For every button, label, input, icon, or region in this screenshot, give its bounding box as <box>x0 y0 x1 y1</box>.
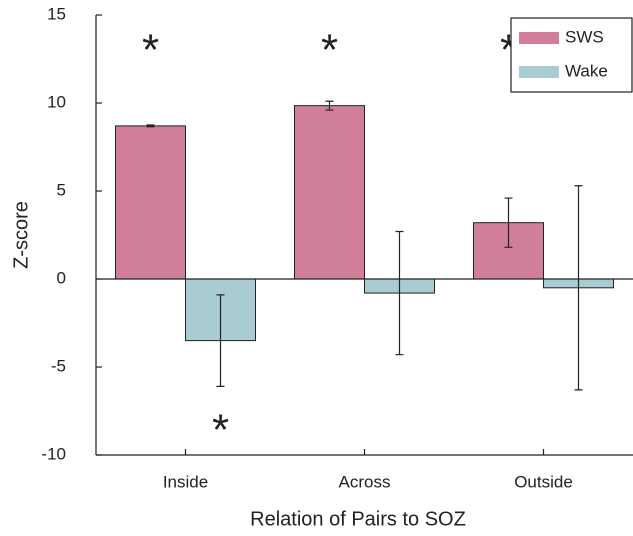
x-tick-label: Inside <box>163 472 208 491</box>
error-bar <box>504 197 513 248</box>
error-bar <box>216 294 225 387</box>
y-tick-label: 10 <box>47 92 66 111</box>
error-bar <box>395 230 404 356</box>
error-bar <box>146 124 155 128</box>
significance-marker: * <box>321 26 338 75</box>
x-tick-label: Outside <box>514 472 573 491</box>
legend-label: SWS <box>565 27 604 46</box>
y-tick-label: -5 <box>51 356 66 375</box>
legend-swatch <box>519 32 559 44</box>
error-bar <box>574 185 583 391</box>
y-tick-label: 0 <box>57 268 66 287</box>
legend-swatch <box>519 66 559 78</box>
error-bar <box>325 100 334 111</box>
y-tick-label: 5 <box>57 180 66 199</box>
y-tick-label: 15 <box>47 4 66 23</box>
legend-label: Wake <box>565 61 608 80</box>
y-tick-label: -10 <box>41 444 66 463</box>
x-axis-label: Relation of Pairs to SOZ <box>250 508 466 530</box>
significance-marker: * <box>212 406 229 455</box>
bar <box>294 105 365 280</box>
y-axis-label: Z-score <box>10 201 32 269</box>
significance-marker: * <box>142 26 159 75</box>
x-tick-label: Across <box>339 472 391 491</box>
legend-box <box>510 17 633 93</box>
bar <box>115 125 186 280</box>
